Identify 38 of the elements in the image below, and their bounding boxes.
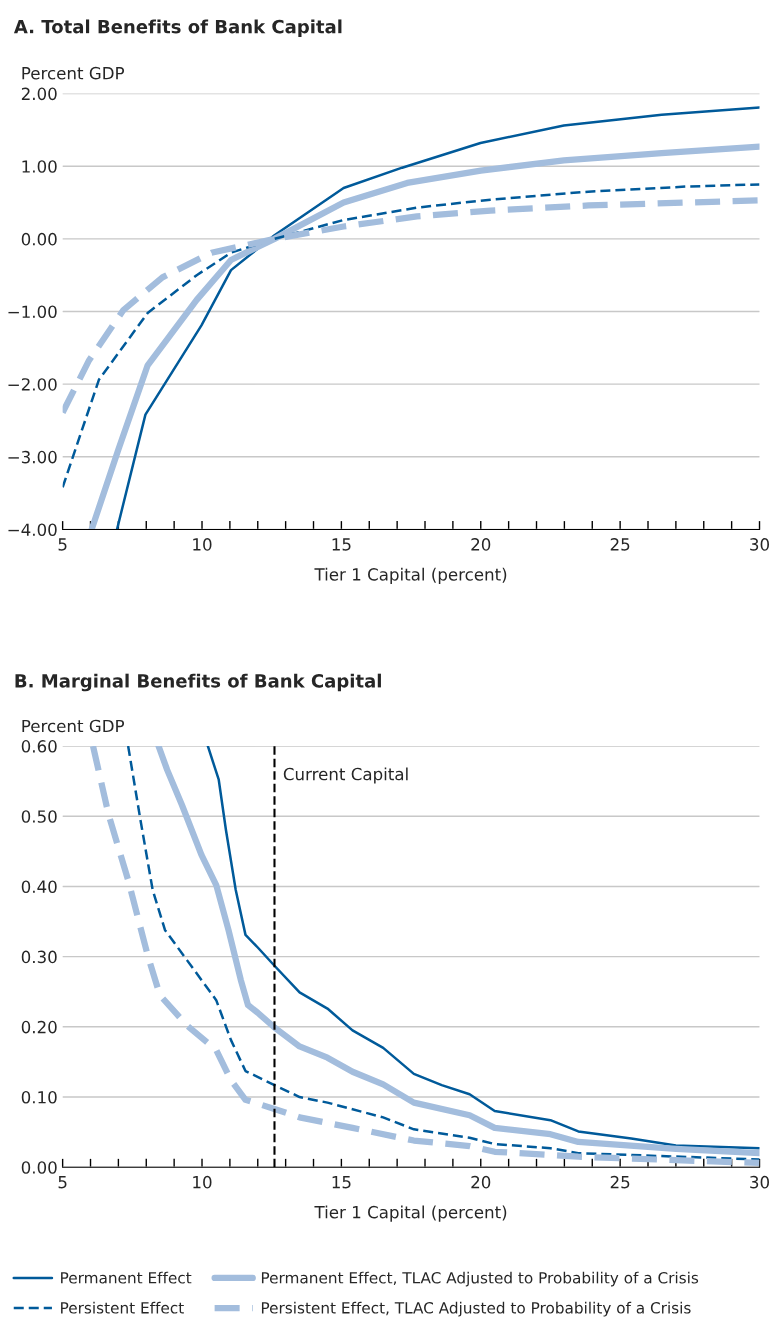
x-tick-label: 5 [58, 538, 67, 551]
legend-label: Persistent Effect, TLAC Adjusted to Probability of a Crisis [261, 1301, 691, 1317]
x-axis-title: Tier 1 Capital (percent) [314, 1205, 507, 1222]
x-tick-label: 10 [193, 1175, 212, 1189]
y-tick-label: 0.00 [21, 1161, 57, 1174]
x-tick-label: 15 [332, 1176, 351, 1189]
x-tick-label: 5 [58, 1176, 67, 1189]
x-tick-label: 25 [610, 538, 630, 551]
ref-line-label: Current Capital [283, 767, 408, 784]
x-tick-label: 20 [471, 1175, 491, 1189]
y-tick-label: −4.00 [8, 523, 57, 537]
x-axis-title: Tier 1 Capital (percent) [314, 567, 507, 584]
y-tick-label: 0.30 [21, 950, 57, 964]
y-tick-label: −1.00 [8, 305, 57, 319]
y-tick-label: 0.10 [21, 1090, 57, 1104]
y-tick-label: 0.60 [21, 740, 57, 753]
legend-label: Permanent Effect [61, 1271, 192, 1284]
line-series [62, 183, 760, 489]
x-tick-label: 15 [332, 538, 351, 551]
y-axis-title: Percent GDP [22, 719, 125, 733]
y-tick-label: 0.50 [21, 810, 57, 823]
chart-title: A. Total Benefits of Bank Capital [13, 19, 342, 37]
y-tick-label: 0.40 [21, 880, 57, 893]
x-tick-label: 25 [610, 1175, 630, 1189]
y-tick-label: 0.00 [21, 232, 57, 246]
x-tick-label: 30 [750, 538, 770, 551]
y-tick-label: 1.00 [22, 160, 57, 173]
legend-label: Permanent Effect, TLAC Adjusted to Probability of a Crisis [261, 1271, 699, 1287]
y-tick-label: −3.00 [8, 450, 57, 464]
y-tick-label: 0.20 [21, 1020, 57, 1034]
y-tick-label: −2.00 [8, 378, 57, 391]
legend-label: Persistent Effect [61, 1301, 184, 1314]
x-tick-label: 20 [471, 538, 491, 551]
x-tick-label: 10 [193, 538, 212, 551]
y-axis-title: Percent GDP [22, 66, 125, 80]
y-tick-label: 2.00 [21, 87, 57, 101]
chart-title: B. Marginal Benefits of Bank Capital [15, 673, 381, 692]
x-tick-label: 30 [750, 1175, 770, 1189]
